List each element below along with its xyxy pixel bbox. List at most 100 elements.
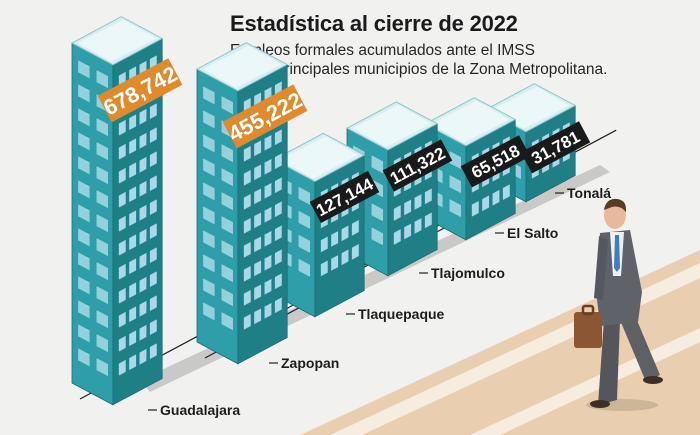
figure-tie [614,235,620,272]
figure-shoe [590,400,610,408]
businessman-walking-icon [574,198,663,411]
bar-window [221,192,234,211]
bar-window [203,110,215,129]
bar-window [129,138,137,155]
subtitle-line-1: Empleos formales acumulados ante el IMSS [230,42,535,59]
bar-window [118,143,126,160]
bar-window [221,288,234,307]
data-label-plate [222,84,308,149]
bar-window [264,182,272,199]
bar-window [203,254,215,273]
category-label: Tlaquepaque [358,306,445,322]
bar-window [78,156,90,175]
bar-window [78,324,90,343]
bar-window [371,155,384,174]
bar-window [118,335,126,352]
bar-window [243,193,251,210]
bar-roof-inner [280,136,359,179]
bar-window [203,302,215,321]
bar-window [78,228,90,247]
bar-window [203,86,215,105]
bar-window [129,330,137,347]
bar-window [78,60,90,79]
bar-window [78,348,90,367]
bar-window [203,278,215,297]
category-label: Tlajomulco [431,265,505,281]
bar-window [393,229,401,245]
bar-window [203,158,215,177]
bar-window [129,282,137,299]
bar-window [371,227,384,246]
bar-window [471,200,479,217]
bar-window [118,359,126,376]
bar-window [129,210,137,227]
bar-window [298,186,311,205]
bar-window [139,324,147,341]
briefcase-icon [574,312,602,348]
bar-window [351,244,359,260]
bar-window [254,260,262,277]
bar-window [221,96,234,115]
bar-window [424,188,432,205]
bar-window [78,204,90,223]
bar-window [96,286,109,305]
bar-window [118,119,126,136]
bar-window [96,334,109,353]
bar-window [264,230,272,247]
bar-window [274,177,282,194]
bar-window [149,175,157,192]
bar-window [264,158,272,175]
bar-window [371,203,384,222]
bar-roof-inner [431,100,510,143]
bar-window [243,217,251,234]
chart-title: Estadística al cierre de 2022 [230,11,518,36]
bar-window [118,167,126,184]
bar-window [243,265,251,282]
bar-roof-inner [78,19,157,62]
bar-building [70,16,164,406]
bar-window [96,190,109,209]
figure-jacket [596,230,642,326]
bar-window [254,212,262,229]
bar-window [298,234,311,253]
category-labels-group: Guadalajara Zapopan Tlaquepaque Tlajomulco E… [148,185,611,418]
bar-window [351,220,359,236]
figure-leg-front [620,318,660,382]
bar-window [298,258,311,277]
figure-leg-back [598,320,620,405]
bar-window [341,225,349,242]
bar-window [96,70,109,89]
bar-window [254,188,262,205]
bar-window [149,319,157,336]
bar-window [96,358,109,377]
bar-window [243,169,251,186]
bar-window [274,297,282,314]
bar-window [414,218,422,234]
bar-window [139,180,147,197]
bar-window [149,343,157,360]
bar-window [129,234,137,251]
bar-window [149,103,157,120]
bar-window [264,206,272,223]
bar-window [449,199,462,218]
bar-window [139,204,147,221]
bar-window [139,132,147,149]
bar-window [78,108,90,127]
bar-window [254,308,262,325]
bar-window [254,140,262,157]
data-label-plate [309,170,380,224]
bar-window [424,212,432,229]
bar-window [149,271,157,288]
bar-roof-inner [203,45,282,88]
bar-window [96,310,109,329]
bar-window [149,127,157,144]
bar-window [139,300,147,317]
category-label: Zapopan [281,355,339,371]
bar-window [203,182,215,201]
bar-window [221,264,234,283]
bar-window [320,236,328,253]
bar-window [203,134,215,153]
bar-window [414,194,422,210]
